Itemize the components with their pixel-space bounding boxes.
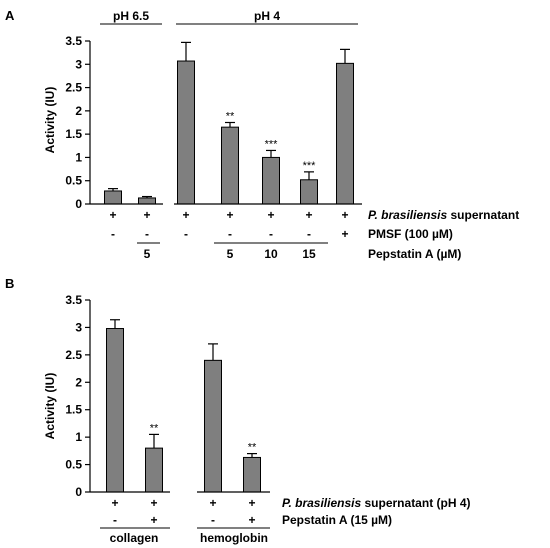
- row-label-pepstatin: Pepstatin A (µM): [368, 247, 461, 261]
- condition-cell: -: [269, 227, 273, 241]
- condition-cell: +: [305, 208, 312, 222]
- y-tick-label: 1: [75, 430, 82, 444]
- y-tick-label: 1: [75, 150, 82, 164]
- group-label-hemoglobin: hemoglobin: [200, 531, 268, 545]
- group-label-ph65: pH 6.5: [113, 9, 149, 23]
- row-label-supernatant-rest: supernatant (pH 4): [361, 496, 470, 510]
- bar: [106, 328, 124, 493]
- y-tick-label: 2: [75, 375, 82, 389]
- condition-cell: +: [182, 208, 189, 222]
- y-tick-label: 3.5: [65, 293, 82, 307]
- condition-cell: 5: [227, 247, 234, 261]
- bar: [177, 60, 195, 205]
- significance-label: **: [226, 111, 235, 123]
- panel-a-y-axis-label: Activity (IU): [43, 87, 57, 154]
- condition-cell: -: [184, 227, 188, 241]
- condition-cell: +: [109, 208, 116, 222]
- condition-cell: +: [267, 208, 274, 222]
- condition-cell: +: [111, 496, 118, 510]
- panel-b: B Activity (IU) 00.511.522.533.5 **** + +…: [5, 276, 471, 545]
- group-label-ph4: pH 4: [254, 9, 280, 23]
- panel-a-axes: 0 0.5 1 1.5 2 2.5 3 3.5: [65, 34, 91, 211]
- row-label-supernatant-rest: supernatant: [447, 208, 519, 222]
- panel-a-condition-table: + + + + + + + - - - - - - +5 5 10 15 P. brasiliensis supe…: [109, 208, 519, 261]
- condition-cell: -: [211, 513, 215, 527]
- y-tick-label: 0.5: [65, 458, 82, 472]
- bar: [138, 197, 156, 205]
- y-tick-label: 3.5: [65, 34, 82, 48]
- row-label-supernatant: P. brasiliensis supernatant: [368, 208, 519, 222]
- panel-a-bars: ********: [90, 41, 362, 205]
- panel-b-condition-table: + + + + - + - + P. brasiliensis supernatant (pH …: [111, 496, 470, 527]
- y-tick-label: 2.5: [65, 81, 82, 95]
- panel-a-group-labels: pH 6.5 pH 4: [100, 9, 358, 25]
- y-tick-label: 0: [75, 197, 82, 211]
- bar: [243, 456, 261, 493]
- panel-b-y-axis-label: Activity (IU): [43, 373, 57, 440]
- panel-b-axes: 0 0.5 1 1.5 2 2.5 3 3.5: [65, 293, 91, 499]
- condition-cell: 15: [302, 247, 316, 261]
- condition-cell: -: [145, 227, 149, 241]
- condition-cell: +: [226, 208, 233, 222]
- panel-a-label: A: [5, 8, 15, 23]
- panel-a: A Activity (IU) 00.511.522.533.5 *******…: [5, 8, 519, 261]
- bar: [300, 179, 318, 205]
- row-label-supernatant: P. brasiliensis supernatant (pH 4): [282, 496, 471, 510]
- condition-cell: +: [341, 208, 348, 222]
- bar: [262, 156, 280, 205]
- condition-cell: +: [209, 496, 216, 510]
- condition-cell: +: [248, 496, 255, 510]
- group-label-collagen: collagen: [110, 531, 159, 545]
- panel-b-bars: ** **: [90, 319, 270, 493]
- y-tick-label: 2.5: [65, 348, 82, 362]
- y-tick-label: 1.5: [65, 403, 82, 417]
- significance-label: **: [150, 422, 159, 434]
- condition-cell: -: [113, 513, 117, 527]
- bar: [145, 447, 163, 493]
- y-tick-label: 1.5: [65, 127, 82, 141]
- condition-cell: 10: [264, 247, 278, 261]
- condition-cell: +: [150, 496, 157, 510]
- bar: [204, 359, 222, 493]
- panel-b-group-labels: collagen hemoglobin: [100, 527, 270, 545]
- y-tick-label: 3: [75, 57, 82, 71]
- condition-cell: -: [307, 227, 311, 241]
- condition-cell: 5: [144, 247, 151, 261]
- panel-b-label: B: [5, 276, 14, 291]
- bar: [221, 126, 239, 205]
- condition-cell: -: [111, 227, 115, 241]
- condition-cell: +: [150, 513, 157, 527]
- condition-cell: +: [341, 227, 348, 241]
- significance-label: **: [248, 442, 257, 454]
- row-label-organism: P. brasiliensis: [368, 208, 447, 222]
- row-label-organism: P. brasiliensis: [282, 496, 361, 510]
- row-label-pmsf: PMSF (100 µM): [368, 227, 453, 241]
- significance-label: ***: [303, 160, 317, 172]
- bar: [336, 62, 354, 205]
- condition-cell: +: [143, 208, 150, 222]
- y-tick-label: 3: [75, 320, 82, 334]
- y-tick-label: 0: [75, 485, 82, 499]
- significance-label: ***: [265, 138, 279, 150]
- condition-cell: -: [228, 227, 232, 241]
- bar: [104, 190, 122, 205]
- row-label-pepstatin: Pepstatin A (15 µM): [282, 513, 392, 527]
- y-tick-label: 0.5: [65, 174, 82, 188]
- y-tick-label: 2: [75, 104, 82, 118]
- condition-cell: +: [248, 513, 255, 527]
